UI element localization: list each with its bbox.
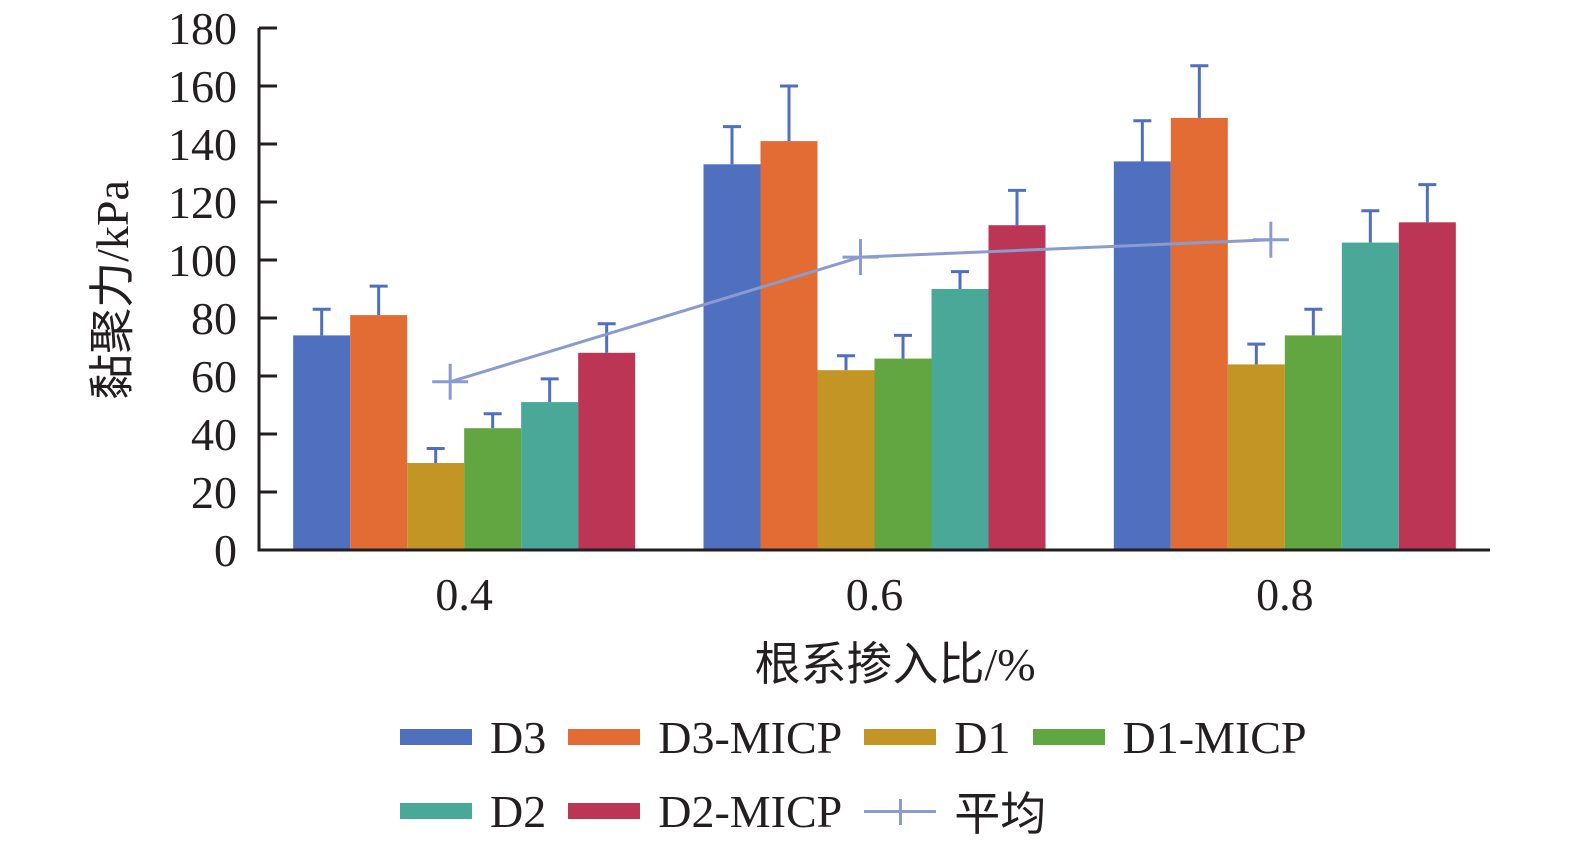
- bar-d2-micp-0.8: [1398, 222, 1456, 551]
- y-tick-labels: 0 20 40 60 80 100 120 140 160 180: [168, 3, 237, 576]
- y-tick-label-40: 40: [191, 409, 237, 460]
- y-tick-label-80: 80: [191, 293, 237, 344]
- y-tick-label-160: 160: [168, 61, 237, 112]
- error-bars-layer: [312, 64, 1437, 463]
- y-axis-title: 黏聚力/kPa: [87, 180, 138, 400]
- bar-d1-0.4: [407, 463, 465, 550]
- bar-d2-micp-0.6: [988, 225, 1046, 550]
- average-marker-0.8: [1252, 221, 1289, 258]
- x-tick-labels: 0.4 0.6 0.8: [435, 569, 1313, 620]
- y-tick-label-100: 100: [168, 235, 237, 286]
- bar-d3-micp-0.6: [760, 141, 818, 550]
- bar-d1-micp-0.6: [874, 358, 932, 550]
- legend-swatch-average: [864, 791, 937, 831]
- bar-d1-0.6: [817, 370, 875, 550]
- x-tick-label-0.8: 0.8: [1256, 569, 1314, 620]
- legend-label-d2-micp: D2-MICP: [658, 785, 843, 837]
- legend-item-d3-micp: D3-MICP: [568, 711, 842, 764]
- bar-d3-micp-0.8: [1170, 117, 1228, 551]
- y-tick-label-180: 180: [168, 3, 237, 54]
- legend-swatch-d1-micp: [1032, 729, 1105, 745]
- bar-d2-0.8: [1341, 242, 1399, 550]
- x-tick-label-0.6: 0.6: [846, 569, 904, 620]
- legend-label-d1-micp: D1-MICP: [1122, 711, 1307, 763]
- axes-layer: [257, 26, 1490, 552]
- legend-row-1: D3 D3-MICP D1 D1-MICP: [400, 700, 1410, 774]
- x-axis-title: 根系掺入比/%: [754, 639, 1035, 690]
- chart: 0 20 40 60 80 100 120 140 160 180 0.4 0.6 0.8 根系掺入比…: [87, 3, 1490, 690]
- y-tick-label-0: 0: [214, 525, 237, 576]
- legend-row-2: D2 D2-MICP 平均: [400, 774, 1410, 848]
- bar-d2-micp-0.4: [578, 352, 636, 550]
- legend-label-average: 平均: [954, 789, 1047, 840]
- legend-swatch-d3: [400, 729, 472, 745]
- y-tick-label-120: 120: [168, 177, 237, 228]
- y-tick-label-20: 20: [191, 467, 237, 518]
- legend-item-average: 平均: [864, 778, 1046, 844]
- bars-layer: [293, 117, 1456, 551]
- legend-item-d1: D1: [864, 711, 1011, 764]
- y-tick-label-60: 60: [191, 351, 237, 402]
- legend-swatch-d1: [864, 729, 937, 745]
- x-tick-label-0.4: 0.4: [435, 569, 493, 620]
- y-tick-label-140: 140: [168, 119, 237, 170]
- bar-d1-micp-0.8: [1284, 335, 1342, 550]
- legend-swatch-d3-micp: [568, 729, 641, 745]
- bar-d3-0.6: [703, 164, 761, 551]
- bar-d2-0.6: [931, 289, 989, 550]
- average-marker-0.4: [432, 363, 469, 400]
- average-line-layer: [432, 221, 1289, 400]
- legend-swatch-d2: [400, 803, 472, 819]
- bar-d3-0.4: [293, 335, 351, 550]
- bar-d3-micp-0.4: [350, 315, 408, 550]
- bar-d2-0.4: [521, 402, 579, 550]
- legend-item-d1-micp: D1-MICP: [1032, 711, 1307, 764]
- bar-d3-0.8: [1113, 161, 1171, 550]
- legend-label-d2: D2: [490, 785, 547, 837]
- legend-item-d2-micp: D2-MICP: [568, 785, 842, 838]
- bar-d1-micp-0.4: [464, 428, 522, 550]
- bar-d1-0.8: [1227, 364, 1285, 550]
- average-marker-0.6: [842, 239, 879, 276]
- legend-swatch-d2-micp: [568, 803, 641, 819]
- legend-label-d3-micp: D3-MICP: [658, 711, 843, 763]
- legend-item-d3: D3: [400, 711, 546, 764]
- legend-label-d1: D1: [954, 711, 1011, 763]
- legend-label-d3: D3: [490, 711, 547, 763]
- legend: D3 D3-MICP D1 D1-MICP D2 D2-MICP 平均: [400, 700, 1410, 848]
- legend-item-d2: D2: [400, 785, 546, 838]
